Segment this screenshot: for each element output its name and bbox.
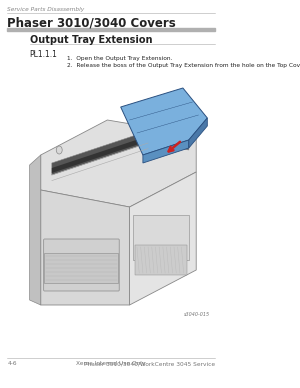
Text: PL1.1.1: PL1.1.1 xyxy=(30,50,58,59)
FancyBboxPatch shape xyxy=(44,239,119,291)
Text: 1.  Open the Output Tray Extension.: 1. Open the Output Tray Extension. xyxy=(67,56,172,61)
Bar xyxy=(8,28,215,31)
Text: 4-6: 4-6 xyxy=(8,361,17,366)
Polygon shape xyxy=(130,172,196,305)
Polygon shape xyxy=(121,88,207,155)
Text: Xerox Internal Use Only: Xerox Internal Use Only xyxy=(76,361,146,366)
Bar xyxy=(135,245,187,275)
Text: Output Tray Extension: Output Tray Extension xyxy=(30,35,152,45)
Text: Phaser 3010/3040/WorkCentre 3045 Service: Phaser 3010/3040/WorkCentre 3045 Service xyxy=(84,361,215,366)
Polygon shape xyxy=(52,131,189,175)
Text: 2.  Release the boss of the Output Tray Extension from the hole on the Top Cover: 2. Release the boss of the Output Tray E… xyxy=(67,63,300,68)
Text: Service Parts Disassembly: Service Parts Disassembly xyxy=(8,7,85,12)
Polygon shape xyxy=(41,190,130,305)
Text: Phaser 3010/3040 Covers: Phaser 3010/3040 Covers xyxy=(8,16,176,29)
Polygon shape xyxy=(30,155,41,305)
Polygon shape xyxy=(143,140,189,163)
Circle shape xyxy=(56,146,62,154)
Polygon shape xyxy=(189,118,207,148)
Text: s3040-015: s3040-015 xyxy=(184,312,210,317)
Bar xyxy=(133,215,189,260)
Polygon shape xyxy=(52,136,189,173)
Bar xyxy=(44,253,118,283)
Polygon shape xyxy=(41,120,196,207)
